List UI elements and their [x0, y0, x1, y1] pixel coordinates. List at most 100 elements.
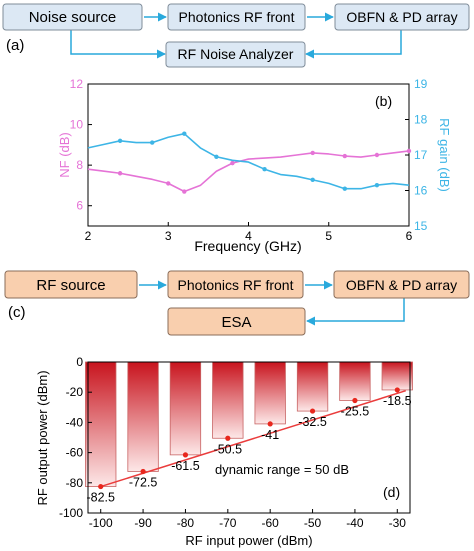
panel-b-series-point-1 — [150, 140, 155, 145]
panel-b-y-right-tick-label: 19 — [414, 77, 428, 91]
panel-d-y-tick-label: -60 — [66, 446, 84, 460]
arrow-noise-to-analyzer — [70, 30, 166, 59]
panel-b-series-point-0 — [117, 171, 123, 176]
panel-d-y-tick-label: 0 — [76, 355, 83, 369]
panel-d-value-label: -61.5 — [171, 459, 200, 473]
panel-b-series-point-1 — [182, 131, 187, 136]
panel-d-chart: -82.5 -72.5 -61.5 -50.5 -41 -32.5 -25.5 -18.5 -… — [35, 355, 413, 548]
panel-d-point — [225, 435, 231, 441]
panel-b-x-tick-label: 3 — [165, 229, 172, 243]
panel-d-bar — [212, 361, 244, 439]
panel-b-series-point-1 — [262, 167, 267, 172]
label-noise-source: Noise source — [29, 9, 117, 26]
panel-d-y-ticks: 0 -20 -40 -60 -80 -100 — [59, 355, 92, 520]
box-rf-noise-analyzer: RF Noise Analyzer — [165, 41, 306, 68]
panel-d-x-axis-label: RF input power (dBm) — [185, 533, 312, 548]
panel-b-series-line-1 — [87, 132, 410, 190]
panel-d-x-tick-label: -60 — [262, 516, 280, 530]
panel-d-y-tick-label: -100 — [59, 506, 83, 520]
box-photonics-rf-front-a: Photonics RF front — [167, 3, 306, 31]
panel-b-x-tick-label: 2 — [85, 229, 92, 243]
arrow-obfn-to-esa — [306, 298, 405, 326]
panel-d-point — [98, 483, 104, 490]
panel-b-y-left-tick-label: 10 — [70, 118, 84, 132]
panel-d-bar — [85, 361, 117, 487]
panel-d-label: (d) — [383, 484, 400, 500]
panel-d-bar — [339, 361, 371, 401]
box-esa: ESA — [167, 307, 306, 336]
panel-a-label: (a) — [6, 37, 24, 54]
panel-b-series-point-0 — [166, 181, 171, 186]
panel-b-x-tick-label: 6 — [406, 229, 413, 243]
panel-b-y-left-tick-label: 6 — [76, 199, 83, 213]
box-obfn-pd-array-c: OBFN & PD array — [333, 270, 470, 299]
panel-b-y-left-label: NF (dB) — [57, 132, 72, 178]
panel-b-y-right-tick-label: 17 — [414, 148, 428, 162]
panel-b-x-tick-label: 5 — [325, 229, 332, 243]
panel-b-series-line-0 — [87, 150, 410, 193]
label-esa: ESA — [221, 314, 251, 331]
panel-d-point — [352, 397, 358, 404]
panel-b-series-point-0 — [342, 153, 347, 159]
panel-d-value-label: -41 — [261, 428, 279, 442]
panel-d-y-tick-label: -40 — [66, 415, 84, 429]
panel-b-series-point-0 — [230, 160, 235, 166]
panel-d-plot-frame — [87, 361, 411, 514]
panel-b-series-point-1 — [310, 177, 315, 183]
panel-b-series-point-1 — [342, 186, 347, 191]
panel-d-x-tick-label: -70 — [219, 516, 237, 530]
panel-d-x-tick-label: -50 — [304, 516, 322, 530]
panel-d-value-label: -72.5 — [129, 475, 158, 489]
label-obfn-c: OBFN & PD array — [346, 277, 457, 293]
panel-b-y-right-tick-label: 18 — [414, 113, 428, 127]
panel-b-x-axis-label: Frequency (GHz) — [194, 238, 301, 254]
panel-d-point — [182, 452, 189, 458]
panel-d-fit-line — [100, 389, 406, 488]
panel-c-label: (c) — [8, 304, 26, 321]
panel-d-x-tick-label: -30 — [389, 516, 407, 530]
panel-c-diagram: RF source Photonics RF front OBFN & PD a… — [4, 270, 470, 336]
panel-d-bar — [296, 361, 329, 412]
panel-d-x-ticks: -100 -90 -80 -70 -60 -50 -40 -30 — [89, 509, 407, 530]
panel-b-y-left-ticks: 6 8 10 12 — [70, 77, 92, 213]
box-rf-source: RF source — [4, 270, 138, 299]
label-photonics-front-a: Photonics RF front — [179, 9, 295, 25]
panel-d-y-tick-label: -80 — [66, 476, 84, 490]
panel-b-y-right-tick-label: 15 — [414, 219, 428, 233]
panel-d-x-tick-label: -80 — [177, 516, 195, 530]
panel-d-markers — [98, 387, 400, 490]
label-rf-source: RF source — [36, 277, 105, 294]
box-noise-source: Noise source — [2, 3, 143, 31]
panel-b-y-left-tick-label: 12 — [70, 77, 84, 91]
panel-b-series-point-0 — [374, 152, 380, 158]
panel-d-value-label: -50.5 — [214, 442, 243, 456]
panel-d-x-tick-label: -40 — [346, 516, 364, 530]
panel-b-series-point-0 — [182, 189, 187, 194]
panel-d-value-labels: -82.5 -72.5 -61.5 -50.5 -41 -32.5 -25.5 -18.5 — [86, 394, 411, 505]
panel-d-y-tick-label: -20 — [66, 385, 84, 399]
panel-d-annotation: dynamic range = 50 dB — [215, 462, 349, 477]
panel-b-series-point-0 — [310, 150, 315, 156]
panel-b-label: (b) — [375, 93, 392, 109]
panel-d-bar — [169, 361, 202, 456]
panel-b-series-point-1 — [214, 154, 219, 159]
panel-d-point — [267, 421, 273, 427]
panel-b-y-right-label: RF gain (dB) — [437, 118, 452, 192]
panel-b-y-right-ticks: 15 16 17 18 19 — [405, 77, 428, 233]
panel-b-y-left-tick-label: 8 — [76, 158, 83, 172]
panel-b-series-point-1 — [374, 182, 380, 188]
arrow-obfn-to-analyzer — [305, 30, 402, 59]
panel-d-value-label: -18.5 — [383, 394, 412, 408]
panel-b-series-point-0 — [406, 148, 412, 154]
panel-d-point — [140, 468, 146, 475]
panel-d-value-label: -25.5 — [341, 405, 370, 419]
box-obfn-pd-array-a: OBFN & PD array — [334, 3, 470, 31]
panel-b-x-tick-label: 4 — [245, 229, 252, 243]
panel-b-y-right-tick-label: 16 — [414, 184, 428, 198]
label-obfn-a: OBFN & PD array — [346, 9, 457, 25]
panel-d-bar — [254, 361, 286, 425]
panel-d-bar — [381, 361, 413, 391]
panel-d-value-label: -82.5 — [86, 491, 115, 505]
panel-d-x-tick-label: -90 — [134, 516, 152, 530]
